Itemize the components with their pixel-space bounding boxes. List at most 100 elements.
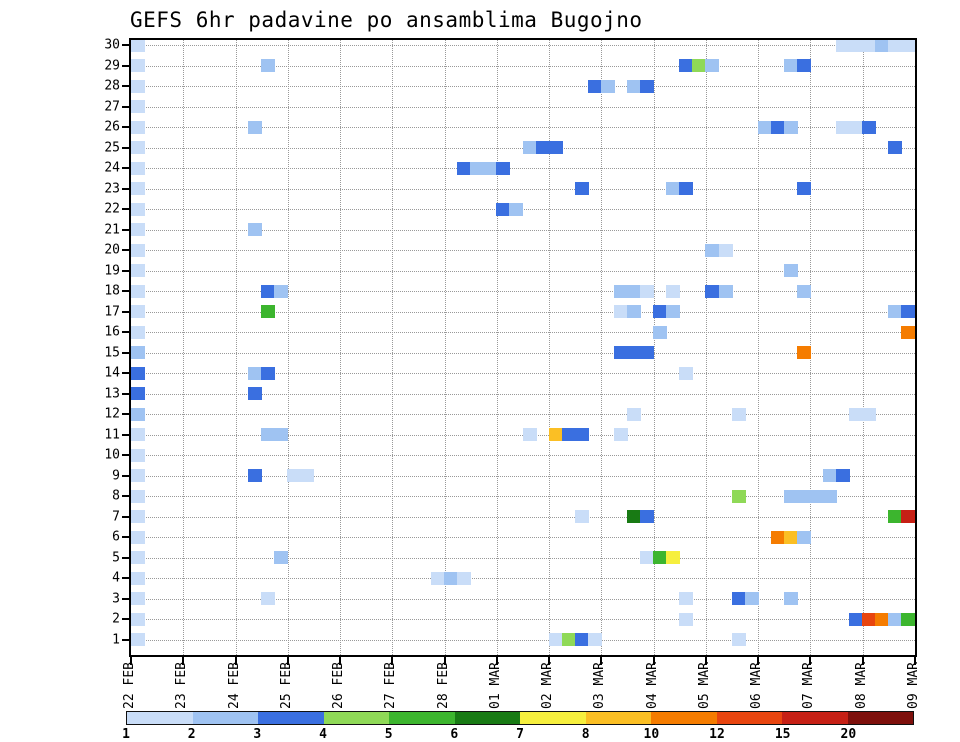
x-tick-label: 28 FEB [435, 662, 451, 709]
heatmap-cell [431, 571, 446, 585]
heatmap-cell [587, 633, 602, 647]
x-tick-label: 08 MAR [853, 662, 869, 709]
colorbar-segment [454, 712, 520, 724]
heatmap-cell [849, 612, 864, 626]
heatmap-cell [509, 202, 524, 216]
heatmap-cell [131, 100, 145, 114]
colorbar-label: 8 [581, 727, 590, 742]
heatmap-cell [131, 489, 145, 503]
heatmap-cell [613, 346, 629, 360]
heatmap-cell [131, 264, 145, 278]
heatmap-cell [640, 346, 655, 360]
heatmap-cell [718, 243, 733, 257]
y-tick-label: 2 [112, 611, 120, 627]
heatmap-cell [444, 571, 459, 585]
heatmap-cell [131, 223, 145, 237]
x-tick-label: 25 FEB [278, 662, 294, 709]
heatmap-cell [731, 592, 746, 606]
heatmap-cell [666, 305, 681, 319]
colorbar-label: 5 [384, 727, 393, 742]
x-tick [652, 657, 655, 665]
heatmap-cell [666, 284, 681, 298]
heatmap-cell [261, 59, 276, 73]
heatmap-cell [131, 469, 145, 483]
y-tick [122, 269, 131, 272]
heatmap-cell [783, 592, 798, 606]
heatmap-cell [131, 448, 145, 462]
heatmap-cell [862, 407, 877, 421]
colorbar-segment [389, 712, 455, 724]
heatmap-cell [875, 612, 890, 626]
y-tick-label: 9 [112, 468, 120, 484]
heatmap-cell [613, 305, 629, 319]
x-tick-label: 24 FEB [226, 662, 242, 709]
colorbar-label: 6 [450, 727, 459, 742]
y-tick [122, 290, 131, 293]
heatmap-cell [796, 59, 811, 73]
heatmap-cell [640, 79, 655, 93]
heatmap-cell [131, 592, 145, 606]
x-tick [339, 657, 342, 665]
heatmap-cell [731, 407, 746, 421]
gridline-horizontal [131, 414, 915, 416]
gridline-vertical [758, 40, 760, 655]
gridline-horizontal [131, 229, 915, 231]
heatmap-cell [901, 325, 915, 339]
heatmap-cell [548, 428, 563, 442]
colorbar-label: 20 [840, 727, 857, 742]
heatmap-cell [875, 40, 890, 52]
gridline-horizontal [131, 352, 915, 354]
heatmap-cell [901, 612, 915, 626]
colorbar [126, 711, 914, 725]
gridline-horizontal [131, 106, 915, 108]
y-tick [122, 372, 131, 375]
heatmap-cell [548, 633, 563, 647]
x-tick [757, 657, 760, 665]
y-tick-label: 16 [104, 324, 120, 340]
x-tick [600, 657, 603, 665]
y-tick-label: 14 [104, 365, 120, 381]
heatmap-cell [131, 346, 145, 360]
heatmap-cell [796, 284, 811, 298]
heatmap-cell [731, 633, 746, 647]
gridline-horizontal [131, 455, 915, 457]
x-tick-label: 05 MAR [696, 662, 712, 709]
x-tick [234, 657, 237, 665]
colorbar-label: 15 [774, 727, 791, 742]
heatmap-cell [796, 182, 811, 196]
heatmap-cell [705, 243, 720, 257]
x-tick [914, 657, 916, 665]
heatmap-cell [131, 612, 145, 626]
heatmap-cell [862, 120, 877, 134]
y-tick [122, 556, 131, 559]
x-tick-label: 06 MAR [749, 662, 765, 709]
x-tick-label: 01 MAR [487, 662, 503, 709]
heatmap-cell [248, 120, 263, 134]
heatmap-cell [888, 612, 903, 626]
colorbar-segment [520, 712, 586, 724]
heatmap-cell [131, 182, 145, 196]
y-tick-label: 13 [104, 386, 120, 402]
heatmap-cell [823, 489, 838, 503]
y-tick-label: 7 [112, 509, 120, 525]
y-tick-label: 25 [104, 140, 120, 156]
x-tick-label: 27 FEB [383, 662, 399, 709]
y-tick-label: 17 [104, 304, 120, 320]
heatmap-cell [131, 633, 145, 647]
heatmap-cell [809, 489, 825, 503]
heatmap-cell [823, 469, 838, 483]
heatmap-cell [496, 202, 511, 216]
heatmap-cell [666, 551, 681, 565]
heatmap-cell [836, 40, 851, 52]
heatmap-cell [849, 120, 864, 134]
heatmap-cell [679, 366, 694, 380]
y-tick [122, 105, 131, 108]
heatmap-cell [248, 387, 263, 401]
y-tick-label: 23 [104, 181, 120, 197]
heatmap-cell [783, 264, 798, 278]
colorbar-label: 1 [122, 727, 130, 742]
y-tick-label: 20 [104, 242, 120, 258]
y-tick-label: 8 [112, 488, 120, 504]
x-tick-label: 03 MAR [592, 662, 608, 709]
